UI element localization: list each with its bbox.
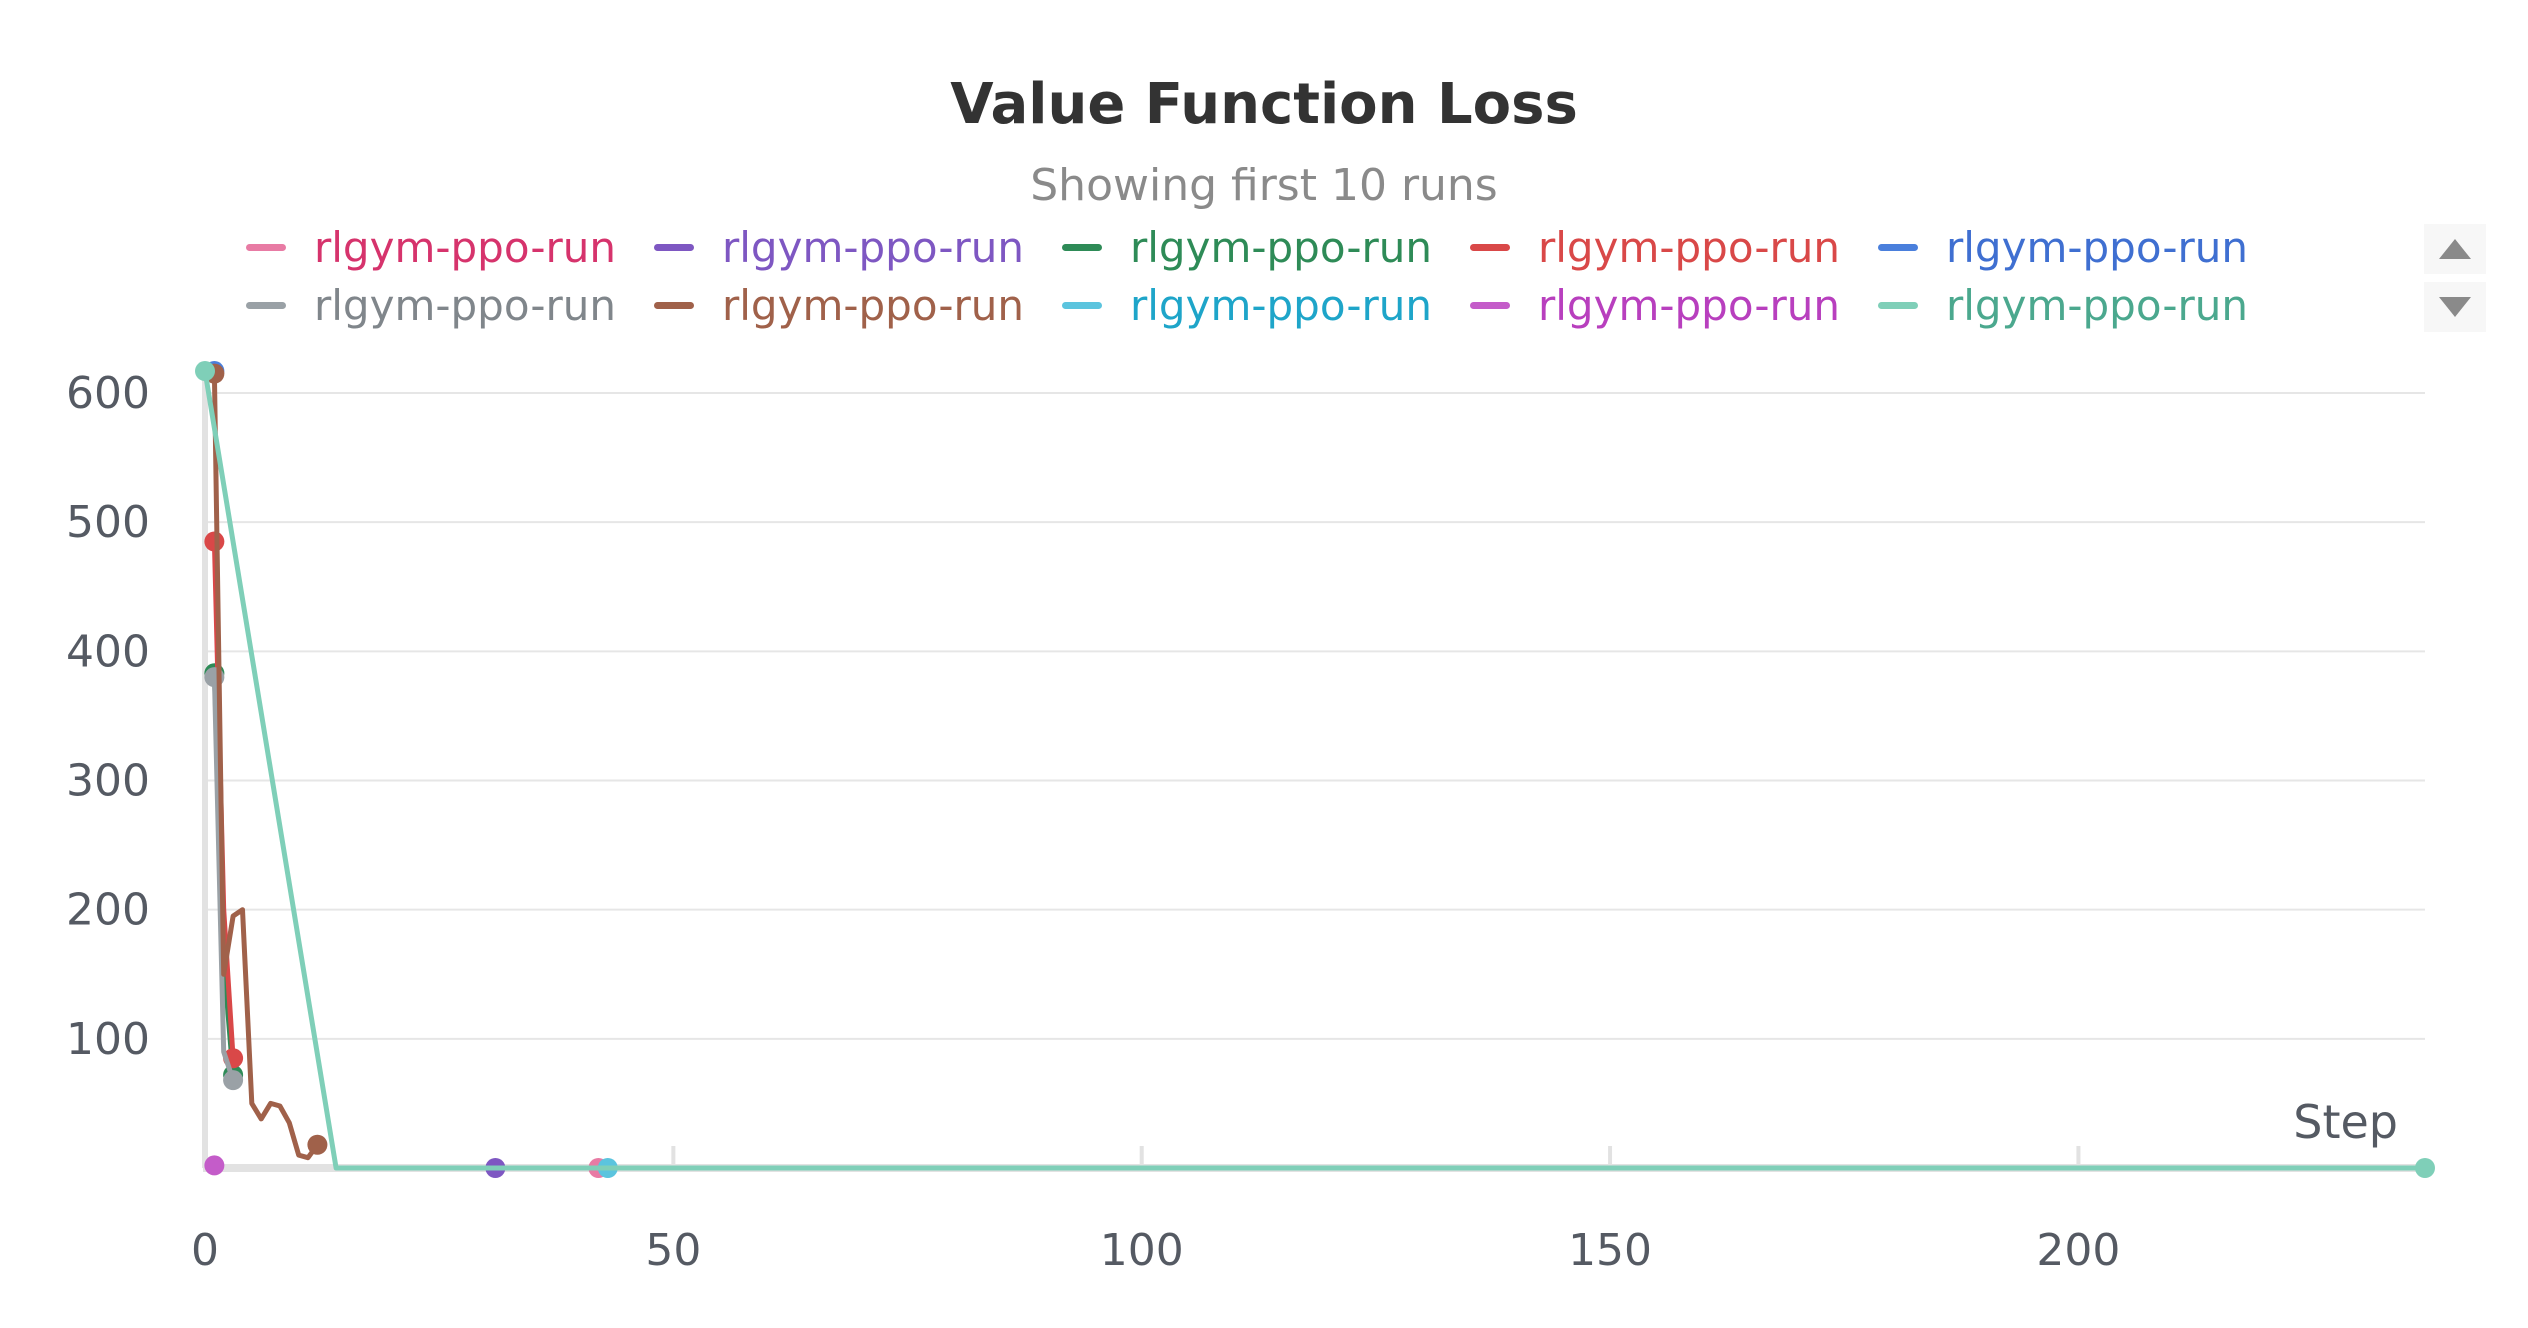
legend-label: rlgym-ppo-run — [1946, 280, 2248, 330]
x-tick-label: 50 — [645, 1225, 701, 1276]
series-point-10 — [195, 361, 215, 382]
x-tick-label: 150 — [1568, 1225, 1652, 1276]
legend-item[interactable]: rlgym-ppo-run — [246, 281, 654, 330]
legend-swatch — [1878, 301, 1918, 309]
legend-swatch — [1878, 243, 1918, 251]
legend-label: rlgym-ppo-run — [1130, 222, 1432, 272]
y-tick-label: 400 — [66, 626, 150, 677]
legend-item[interactable]: rlgym-ppo-run — [1470, 281, 1878, 330]
legend-swatch — [246, 243, 286, 251]
legend-swatch — [1470, 243, 1510, 251]
x-axis-title: Step — [2293, 1095, 2398, 1149]
legend-swatch — [246, 301, 286, 309]
series-point-7 — [307, 1134, 328, 1155]
series-point-4 — [204, 531, 225, 552]
series-point-6 — [223, 1070, 244, 1091]
legend-item[interactable]: rlgym-ppo-run — [1878, 281, 2286, 330]
y-tick-label: 200 — [66, 885, 150, 936]
y-tick-label: 600 — [66, 368, 150, 419]
legend-label: rlgym-ppo-run — [1538, 222, 1840, 272]
x-tick-label: 200 — [2036, 1225, 2120, 1276]
legend-label: rlgym-ppo-run — [1946, 222, 2248, 272]
legend-label: rlgym-ppo-run — [722, 222, 1024, 272]
legend-item[interactable]: rlgym-ppo-run — [654, 223, 1062, 272]
legend-label: rlgym-ppo-run — [722, 280, 1024, 330]
legend-item[interactable]: rlgym-ppo-run — [1878, 223, 2286, 272]
series-line-10 — [202, 370, 2425, 1171]
legend-item[interactable]: rlgym-ppo-run — [1062, 281, 1470, 330]
chart-subtitle: Showing first 10 runs — [1030, 160, 1498, 211]
legend-item[interactable]: rlgym-ppo-run — [1062, 223, 1470, 272]
legend-swatch — [1470, 301, 1510, 309]
legend-scroll-down-button[interactable] — [2424, 282, 2486, 332]
series-line-7 — [211, 373, 320, 1161]
x-tick-label: 0 — [191, 1225, 219, 1276]
legend-label: rlgym-ppo-run — [1538, 280, 1840, 330]
legend-swatch — [1062, 301, 1102, 309]
legend-label: rlgym-ppo-run — [314, 280, 616, 330]
legend-label: rlgym-ppo-run — [314, 222, 616, 272]
y-tick-label: 500 — [66, 497, 150, 548]
legend-swatch — [654, 243, 694, 251]
triangle-up-icon — [2439, 239, 2471, 259]
legend-item[interactable]: rlgym-ppo-run — [246, 223, 654, 272]
legend-row: rlgym-ppo-run rlgym-ppo-run rlgym-ppo-run r… — [246, 218, 2286, 276]
legend-item[interactable]: rlgym-ppo-run — [654, 281, 1062, 330]
legend-item[interactable]: rlgym-ppo-run — [1470, 223, 1878, 272]
y-tick-label: 300 — [66, 756, 150, 807]
triangle-down-icon — [2439, 297, 2471, 317]
legend-swatch — [1062, 243, 1102, 251]
y-tick-label: 100 — [66, 1014, 150, 1065]
x-tick-label: 100 — [1100, 1225, 1184, 1276]
series-point-9 — [204, 1155, 225, 1176]
legend-swatch — [654, 301, 694, 309]
legend-scroll-up-button[interactable] — [2424, 224, 2486, 274]
legend-row: rlgym-ppo-run rlgym-ppo-run rlgym-ppo-run r… — [246, 276, 2286, 334]
legend-label: rlgym-ppo-run — [1130, 280, 1432, 330]
series-point-10 — [2415, 1158, 2435, 1178]
legend: rlgym-ppo-run rlgym-ppo-run rlgym-ppo-run r… — [246, 218, 2286, 334]
chart-title: Value Function Loss — [950, 72, 1578, 137]
